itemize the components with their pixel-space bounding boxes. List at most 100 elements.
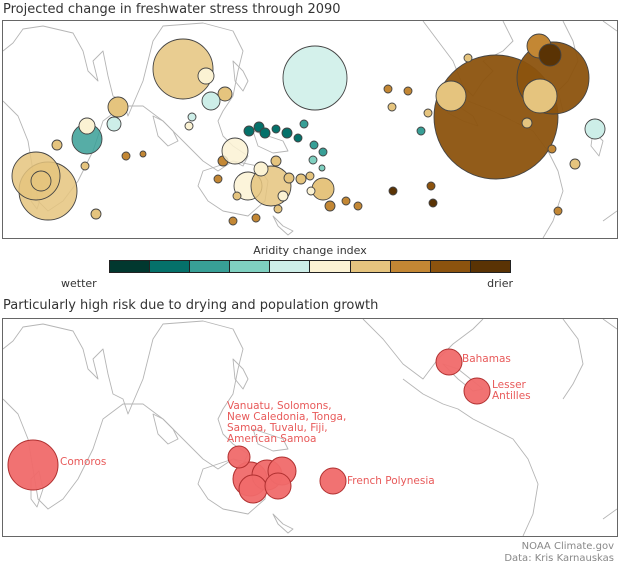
aridity-bubble bbox=[341, 196, 351, 206]
aridity-map bbox=[3, 21, 617, 238]
aridity-bubble bbox=[282, 45, 348, 111]
aridity-bubble bbox=[416, 126, 426, 136]
pacific-label-line: Vanuatu, Solomons, bbox=[227, 400, 332, 412]
aridity-bubble bbox=[139, 150, 147, 158]
aridity-bubble bbox=[308, 155, 318, 165]
legend-wetter-label: wetter bbox=[61, 277, 97, 290]
aridity-bubble bbox=[463, 53, 473, 63]
legend-swatch bbox=[150, 261, 191, 272]
lesser-antilles-label-line: Antilles bbox=[492, 390, 531, 402]
top-panel-title: Projected change in freshwater stress th… bbox=[3, 2, 341, 17]
aridity-bubble bbox=[271, 124, 281, 134]
french-polynesia-risk-bubble bbox=[319, 467, 347, 495]
bottom-panel-title: Particularly high risk due to drying and… bbox=[3, 298, 379, 313]
aridity-bubble bbox=[318, 147, 328, 157]
aridity-map-panel bbox=[2, 20, 618, 239]
aridity-bubble bbox=[51, 139, 63, 151]
comoros-risk-bubble bbox=[7, 439, 59, 491]
aridity-bubble bbox=[78, 117, 96, 135]
aridity-bubble bbox=[309, 140, 319, 150]
aridity-bubble bbox=[353, 201, 363, 211]
aridity-bubble bbox=[324, 200, 336, 212]
lesser-antilles-risk-bubble bbox=[463, 377, 491, 405]
aridity-bubble bbox=[80, 161, 90, 171]
pacific-label-line: Samoa, Tuvalu, Fiji, bbox=[227, 422, 328, 434]
pacific-risk-bubble bbox=[238, 474, 268, 504]
legend-swatch bbox=[470, 261, 510, 272]
aridity-bubble bbox=[547, 144, 557, 154]
aridity-bubble bbox=[281, 127, 293, 139]
legend-swatch bbox=[230, 261, 271, 272]
legend-swatch bbox=[310, 261, 351, 272]
aridity-bubble bbox=[106, 116, 122, 132]
pacific-label-line: American Samoa bbox=[227, 433, 317, 445]
aridity-bubble bbox=[273, 204, 283, 214]
aridity-bubble bbox=[201, 91, 221, 111]
aridity-bubble bbox=[277, 190, 289, 202]
aridity-bubble bbox=[152, 38, 214, 100]
aridity-bubble bbox=[30, 170, 52, 192]
aridity-bubbles bbox=[11, 33, 606, 226]
legend-swatch bbox=[390, 261, 431, 272]
legend-drier-label: drier bbox=[487, 277, 513, 290]
french-polynesia-label: French Polynesia bbox=[347, 475, 435, 487]
aridity-bubble bbox=[403, 86, 413, 96]
legend-color-bar bbox=[109, 260, 511, 273]
legend-swatch bbox=[270, 261, 311, 272]
aridity-bubble bbox=[521, 117, 533, 129]
aridity-bubble bbox=[584, 118, 606, 140]
aridity-bubble bbox=[553, 206, 563, 216]
credit-source: NOAA Climate.gov bbox=[521, 541, 614, 552]
aridity-bubble bbox=[311, 177, 335, 201]
legend-swatch bbox=[190, 261, 231, 272]
aridity-bubble bbox=[569, 158, 581, 170]
aridity-bubble bbox=[228, 216, 238, 226]
aridity-bubble bbox=[107, 96, 129, 118]
legend-swatch bbox=[110, 261, 151, 272]
aridity-bubble bbox=[251, 213, 261, 223]
aridity-bubble bbox=[435, 80, 467, 112]
credit: NOAA Climate.gov Data: Kris Karnauskas bbox=[504, 541, 614, 565]
aridity-bubble bbox=[90, 208, 102, 220]
aridity-bubble bbox=[253, 161, 269, 177]
aridity-bubble bbox=[383, 84, 393, 94]
comoros-label: Comoros bbox=[60, 456, 107, 468]
aridity-bubble bbox=[213, 174, 223, 184]
aridity-bubble bbox=[197, 67, 215, 85]
aridity-bubble bbox=[221, 137, 249, 165]
aridity-bubble bbox=[318, 164, 326, 172]
aridity-bubble bbox=[121, 151, 131, 161]
high-risk-bubbles bbox=[7, 348, 491, 504]
bahamas-label: Bahamas bbox=[462, 353, 511, 365]
aridity-bubble bbox=[426, 181, 436, 191]
aridity-bubble bbox=[243, 125, 255, 137]
legend-swatch bbox=[350, 261, 391, 272]
aridity-bubble bbox=[259, 127, 271, 139]
aridity-bubble bbox=[538, 43, 562, 67]
aridity-bubble bbox=[299, 119, 309, 129]
high-risk-map bbox=[3, 319, 617, 536]
aridity-bubble bbox=[283, 172, 295, 184]
bahamas-risk-bubble bbox=[435, 348, 463, 376]
aridity-bubble bbox=[295, 173, 307, 185]
aridity-bubble bbox=[270, 155, 282, 167]
aridity-bubble bbox=[388, 186, 398, 196]
aridity-bubble bbox=[428, 198, 438, 208]
pacific-risk-bubble bbox=[227, 445, 251, 469]
aridity-bubble bbox=[305, 171, 315, 181]
lesser-antilles-label-line: Lesser bbox=[492, 379, 526, 391]
credit-data: Data: Kris Karnauskas bbox=[504, 553, 614, 564]
aridity-bubble bbox=[387, 102, 397, 112]
aridity-bubble bbox=[522, 78, 558, 114]
legend-swatch bbox=[430, 261, 471, 272]
high-risk-map-panel: Comoros Vanuatu, Solomons, New Caledonia… bbox=[2, 318, 618, 537]
pacific-islands-label: Vanuatu, Solomons, New Caledonia, Tonga,… bbox=[227, 401, 346, 445]
legend-title: Aridity change index bbox=[253, 244, 367, 257]
lesser-antilles-label: Lesser Antilles bbox=[492, 380, 531, 402]
aridity-bubble bbox=[184, 121, 194, 131]
pacific-label-line: New Caledonia, Tonga, bbox=[227, 411, 347, 423]
aridity-bubble bbox=[217, 86, 233, 102]
aridity-bubble bbox=[423, 108, 433, 118]
aridity-bubble bbox=[306, 186, 316, 196]
aridity-bubble bbox=[232, 191, 242, 201]
